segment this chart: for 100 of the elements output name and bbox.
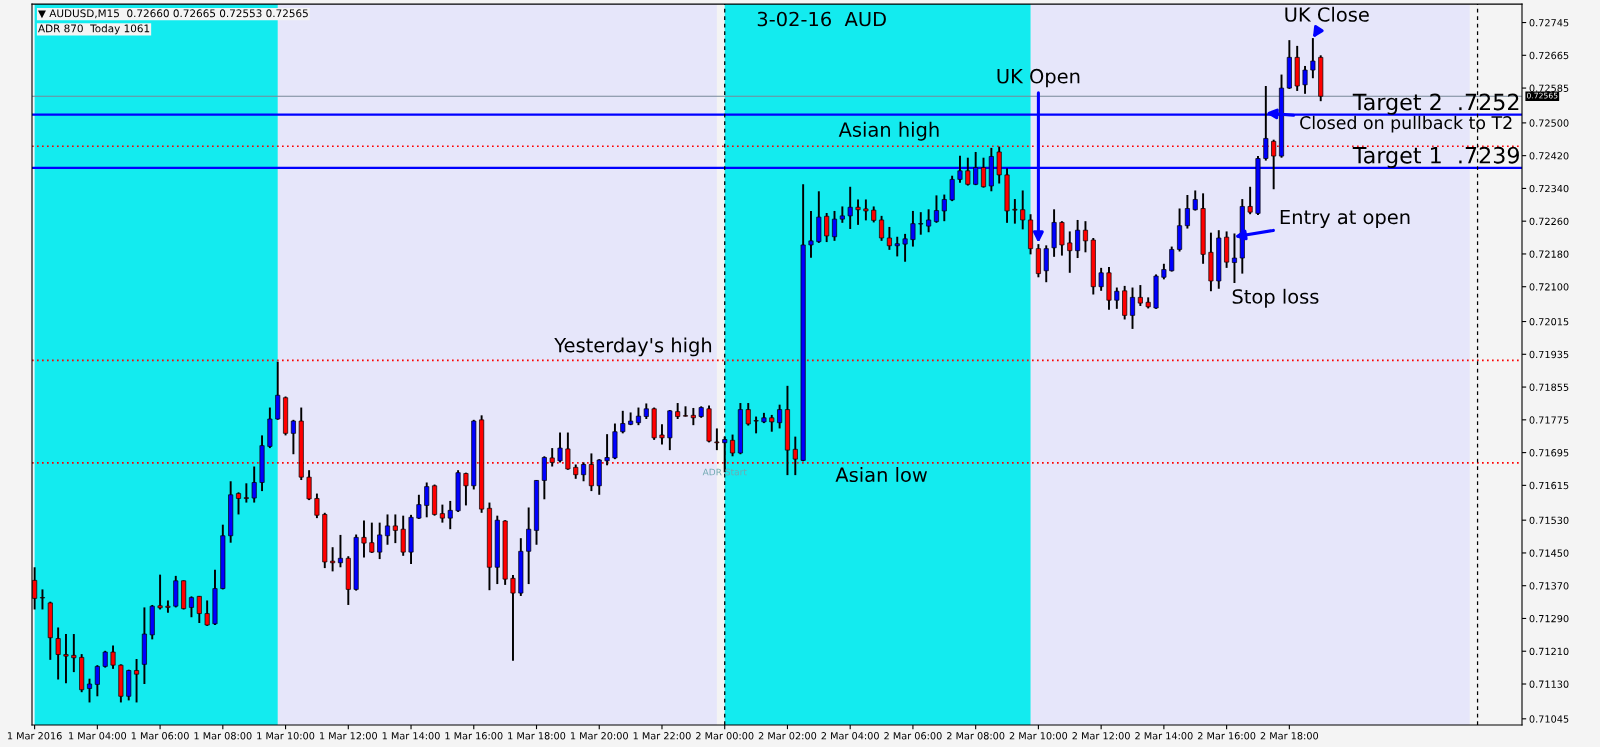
candlestick [1192, 189, 1198, 212]
x-tick-label: 2 Mar 08:00 [947, 732, 1005, 740]
candlestick [188, 595, 194, 619]
x-tick-label: 1 Mar 08:00 [194, 732, 252, 740]
candlestick [745, 402, 751, 427]
candlestick [196, 594, 202, 624]
y-tick-label: 0.71530 [1529, 516, 1569, 525]
x-tick-label: 1 Mar 06:00 [131, 732, 189, 740]
y-tick-label: 0.71130 [1529, 680, 1569, 688]
x-tick-label: 2 Mar 06:00 [884, 732, 942, 740]
y-tick-label: 0.72180 [1529, 250, 1569, 258]
annotation: UK Open [997, 68, 1080, 88]
y-tick-label: 0.71855 [1529, 383, 1569, 391]
chart-title: 3-02-16 AUD [757, 11, 886, 27]
candlestick [243, 482, 249, 504]
candlestick [314, 492, 320, 520]
candlestick [1302, 64, 1308, 95]
candlestick [981, 156, 987, 189]
candlestick [541, 455, 547, 501]
candlestick [306, 469, 312, 502]
candlestick [63, 633, 69, 685]
candlestick [1114, 286, 1120, 310]
y-tick-label: 0.72015 [1529, 318, 1569, 326]
y-tick-label: 0.72500 [1529, 119, 1569, 127]
candlestick [894, 235, 900, 258]
candlestick [832, 209, 838, 242]
y-tick-label: 0.72340 [1529, 184, 1569, 193]
candlestick [510, 574, 516, 662]
candlestick [94, 664, 100, 698]
candlestick [1310, 37, 1316, 80]
candlestick [730, 433, 736, 458]
y-tick-label: 0.71370 [1529, 582, 1569, 590]
candlestick [1169, 245, 1175, 273]
y-tick-label: 0.72745 [1529, 19, 1569, 27]
candlestick [424, 481, 430, 519]
candlestick [926, 208, 932, 234]
candlestick [933, 194, 939, 224]
candlestick [910, 209, 916, 248]
candlestick [918, 211, 924, 236]
candlestick [1130, 286, 1136, 330]
y-tick-label: 0.71290 [1529, 614, 1569, 623]
y-tick-label: 0.71775 [1529, 416, 1569, 424]
candlestick [620, 409, 626, 435]
y-tick-label: 0.72420 [1529, 152, 1569, 160]
candlestick [1082, 220, 1088, 254]
annotation: Asian low [835, 467, 927, 483]
candlestick [1247, 185, 1253, 216]
candlestick [808, 209, 814, 259]
candlestick [157, 573, 163, 611]
candlestick [165, 599, 171, 614]
candlestick [204, 599, 210, 627]
candlestick [1067, 230, 1073, 274]
candlestick [941, 193, 947, 223]
candlestick [714, 427, 720, 452]
x-tick-label: 2 Mar 16:00 [1197, 732, 1256, 740]
annotation: Stop loss [1232, 288, 1319, 308]
y-tick-label: 0.72585 [1529, 84, 1569, 92]
candlestick [604, 433, 610, 467]
candlestick [863, 198, 869, 222]
x-tick-label: 1 Mar 10:00 [257, 732, 315, 740]
candlestick [1020, 189, 1026, 231]
candlestick [581, 461, 587, 483]
candlestick [377, 521, 383, 561]
candlestick [110, 644, 116, 670]
candlestick [330, 546, 336, 573]
candlestick [1059, 220, 1065, 257]
candlestick [275, 360, 281, 421]
candlestick [392, 513, 398, 545]
x-tick-label: 1 Mar 22:00 [633, 732, 691, 740]
y-tick-label: 0.71695 [1529, 449, 1569, 457]
y-tick-label: 0.72665 [1529, 51, 1569, 60]
annotation: UK Close [1285, 6, 1369, 22]
ref-line-label: Target 1 .7239 [1352, 146, 1519, 168]
candlestick [902, 232, 908, 263]
annotation: Yesterday's high [554, 337, 712, 357]
candlestick [290, 418, 296, 456]
candlestick [847, 185, 853, 230]
candlestick [1012, 198, 1018, 225]
candlestick [659, 423, 665, 446]
candlestick [1075, 218, 1081, 260]
candlestick [400, 514, 406, 557]
candlestick [1137, 284, 1143, 307]
y-tick-label: 0.72260 [1529, 217, 1569, 226]
x-tick-label: 1 Mar 14:00 [382, 732, 440, 740]
x-tick-label: 2 Mar 00:00 [696, 732, 754, 740]
x-tick-label: 1 Mar 2016 [7, 732, 62, 740]
candlestick [361, 519, 367, 559]
x-tick-label: 1 Mar 20:00 [570, 732, 628, 740]
x-tick-label: 2 Mar 14:00 [1135, 732, 1193, 740]
y-tick-label: 0.71615 [1529, 481, 1569, 490]
candlestick [1098, 266, 1104, 292]
candlestick [39, 588, 45, 611]
x-tick-label: 1 Mar 12:00 [320, 732, 378, 740]
candlestick [416, 493, 422, 520]
candlestick [824, 212, 830, 244]
x-tick-label: 1 Mar 16:00 [445, 732, 503, 740]
x-tick-label: 1 Mar 04:00 [69, 732, 127, 740]
candlestick [134, 658, 140, 704]
candlestick [879, 214, 885, 242]
annotation: ADR 870 Today 1061 [38, 24, 150, 35]
